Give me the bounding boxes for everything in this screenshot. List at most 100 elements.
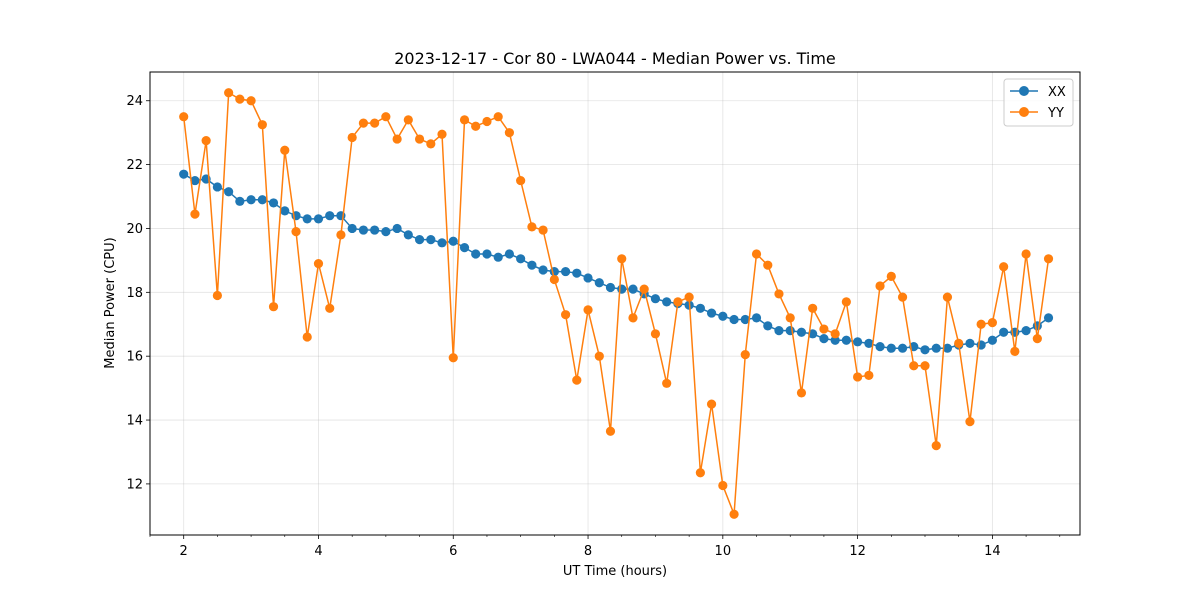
point-yy [212, 290, 222, 301]
point-yy [808, 303, 818, 313]
point-yy [594, 351, 604, 361]
point-xx [594, 278, 604, 288]
point-xx [414, 235, 425, 245]
y-axis-label: Median Power (CPU) [103, 237, 118, 368]
point-xx [347, 223, 357, 234]
point-xx [875, 342, 885, 352]
point-xx [897, 343, 908, 353]
point-yy [650, 329, 661, 339]
x-axis-label: UT Time (hours) [563, 564, 667, 579]
point-xx [527, 260, 537, 270]
point-yy [561, 310, 571, 320]
point-yy [459, 115, 470, 125]
point-xx [370, 225, 380, 235]
point-yy [628, 313, 638, 323]
point-yy [1032, 334, 1042, 344]
point-yy [1043, 254, 1054, 264]
point-xx [1032, 321, 1042, 331]
point-yy [897, 292, 908, 302]
point-xx [325, 211, 335, 221]
point-yy [583, 305, 593, 315]
y-tick-label: 22 [126, 158, 143, 173]
point-yy [347, 132, 357, 143]
point-yy [706, 399, 717, 409]
y-tick-label: 18 [126, 286, 143, 301]
point-yy [448, 353, 458, 363]
point-xx [965, 338, 975, 349]
point-xx [504, 249, 514, 259]
point-xx [459, 243, 470, 253]
point-xx [841, 335, 851, 345]
point-yy [336, 230, 346, 240]
point-yy [774, 289, 784, 299]
point-yy [796, 388, 807, 398]
point-yy [695, 468, 705, 478]
point-yy [853, 372, 863, 382]
point-yy [617, 254, 627, 264]
point-xx [853, 337, 863, 347]
point-yy [931, 440, 941, 451]
point-yy [358, 118, 369, 128]
point-xx [931, 343, 941, 353]
point-xx [605, 282, 616, 293]
point-yy [527, 222, 537, 232]
point-xx [751, 313, 762, 323]
point-yy [999, 262, 1009, 272]
point-xx [471, 249, 481, 259]
point-yy [224, 88, 234, 98]
point-xx [1043, 313, 1054, 323]
point-yy [381, 112, 391, 122]
point-xx [796, 327, 807, 337]
point-yy [639, 284, 649, 294]
point-xx [864, 338, 874, 349]
point-xx [572, 268, 582, 278]
point-yy [718, 480, 728, 491]
point-yy [662, 378, 672, 388]
point-yy [819, 324, 829, 334]
point-xx [942, 343, 953, 353]
point-xx [785, 326, 795, 336]
point-yy [235, 94, 245, 104]
point-xx [437, 238, 447, 248]
point-yy [437, 129, 447, 139]
plot-frame [149, 71, 1081, 536]
point-yy [909, 361, 919, 371]
chart-title: 2023-12-17 - Cor 80 - LWA044 - Median Po… [394, 49, 836, 68]
point-yy [920, 361, 930, 371]
point-xx [224, 187, 234, 197]
point-yy [1010, 346, 1020, 356]
point-xx [302, 214, 312, 224]
point-yy [684, 292, 694, 302]
point-yy [942, 292, 953, 302]
point-yy [729, 509, 739, 519]
point-yy [426, 139, 436, 149]
series-line-yy [182, 91, 1050, 515]
point-xx [628, 284, 638, 294]
point-yy [257, 120, 267, 130]
point-xx [448, 236, 458, 246]
point-xx [729, 314, 739, 325]
point-xx [808, 329, 818, 339]
point-yy [313, 258, 324, 269]
point-yy [841, 297, 851, 307]
x-tick-label: 14 [984, 544, 1001, 559]
legend-marker-xx [1019, 86, 1029, 96]
point-xx [740, 314, 750, 325]
point-xx [774, 326, 784, 336]
point-xx [886, 343, 896, 353]
point-xx [583, 273, 593, 283]
point-yy [291, 227, 301, 237]
point-yy [403, 115, 413, 125]
point-yy [538, 225, 548, 235]
point-yy [504, 128, 514, 138]
y-tick-label: 16 [126, 350, 143, 365]
point-yy [549, 274, 559, 285]
point-xx [268, 198, 279, 208]
point-xx [662, 297, 672, 307]
point-xx [426, 235, 436, 245]
x-tick-label: 8 [584, 544, 592, 559]
legend-label-xx: XX [1048, 85, 1066, 100]
point-xx [403, 230, 413, 240]
point-yy [875, 281, 885, 291]
